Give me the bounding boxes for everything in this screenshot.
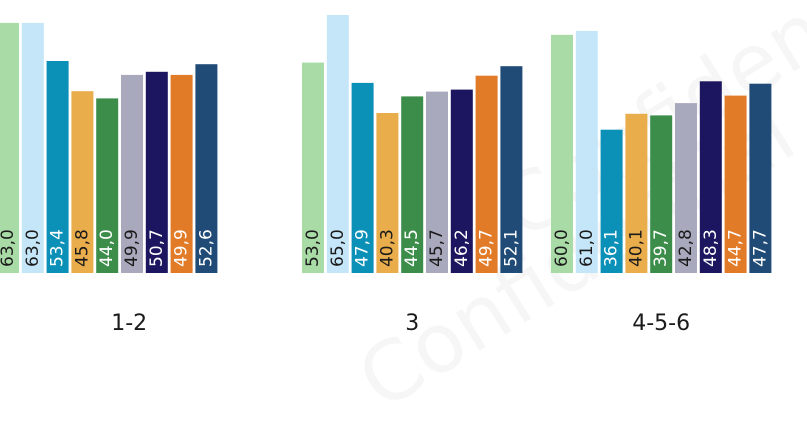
- bar: [121, 74, 143, 274]
- bar: [0, 22, 19, 274]
- bar-value-label: 65,0: [328, 229, 348, 267]
- bar-chart: 63,0 63,0 53,4 45,8 44,0 49,9 50,7 49,9 52,61-25…: [0, 15, 772, 336]
- bar: [650, 115, 673, 274]
- bar: [475, 75, 498, 273]
- bar: [46, 61, 69, 273]
- category-label: 3: [405, 311, 419, 336]
- bar-value-label: 63,0: [0, 229, 18, 267]
- bar: [71, 91, 94, 273]
- bar: [551, 34, 573, 273]
- bar: [96, 98, 119, 274]
- category-label: 1-2: [111, 311, 147, 336]
- bar-value-label: 45,7: [427, 229, 447, 267]
- bar-value-label: 61,0: [577, 229, 597, 267]
- bar-value-label: 39,7: [651, 229, 671, 267]
- bar: [302, 62, 324, 273]
- bar-value-label: 49,9: [172, 229, 192, 267]
- bar: [401, 96, 424, 274]
- bar: [600, 129, 623, 273]
- bar: [21, 22, 44, 274]
- category-label: 4-5-6: [632, 311, 690, 336]
- bar: [724, 95, 747, 273]
- bar-value-label: 46,2: [452, 229, 472, 267]
- bar-value-label: 47,9: [353, 229, 373, 267]
- bar-value-label: 50,7: [147, 229, 167, 267]
- bar-value-label: 53,4: [48, 229, 68, 267]
- bar-value-label: 49,7: [477, 229, 497, 267]
- bar: [500, 66, 523, 273]
- bar-value-label: 53,0: [303, 229, 323, 267]
- bar-value-label: 40,1: [626, 229, 646, 267]
- bar: [170, 74, 193, 274]
- bar-value-label: 48,3: [701, 229, 721, 267]
- bar-value-label: 52,1: [501, 229, 521, 267]
- bar: [675, 103, 697, 273]
- bar: [351, 82, 374, 274]
- bar-value-label: 40,3: [377, 229, 397, 267]
- bar-value-label: 44,5: [402, 229, 422, 267]
- bar-value-label: 60,0: [552, 229, 572, 267]
- bar: [450, 89, 473, 273]
- bar-value-label: 44,0: [97, 229, 117, 267]
- bar: [625, 113, 648, 273]
- bar-value-label: 47,7: [750, 229, 770, 267]
- bar-value-label: 44,7: [726, 229, 746, 267]
- bar: [699, 81, 722, 273]
- bar-value-label: 52,6: [196, 229, 216, 267]
- bar: [376, 113, 399, 273]
- bar: [575, 30, 598, 274]
- bar: [145, 71, 168, 273]
- bar: [749, 83, 772, 273]
- bar-value-label: 49,9: [122, 229, 142, 267]
- bar: [195, 64, 218, 273]
- bar: [326, 15, 349, 273]
- bar-value-label: 42,8: [676, 229, 696, 267]
- bar: [426, 91, 448, 273]
- bar-value-label: 45,8: [72, 229, 92, 267]
- bar-value-label: 63,0: [23, 229, 43, 267]
- bar-value-label: 36,1: [602, 229, 622, 267]
